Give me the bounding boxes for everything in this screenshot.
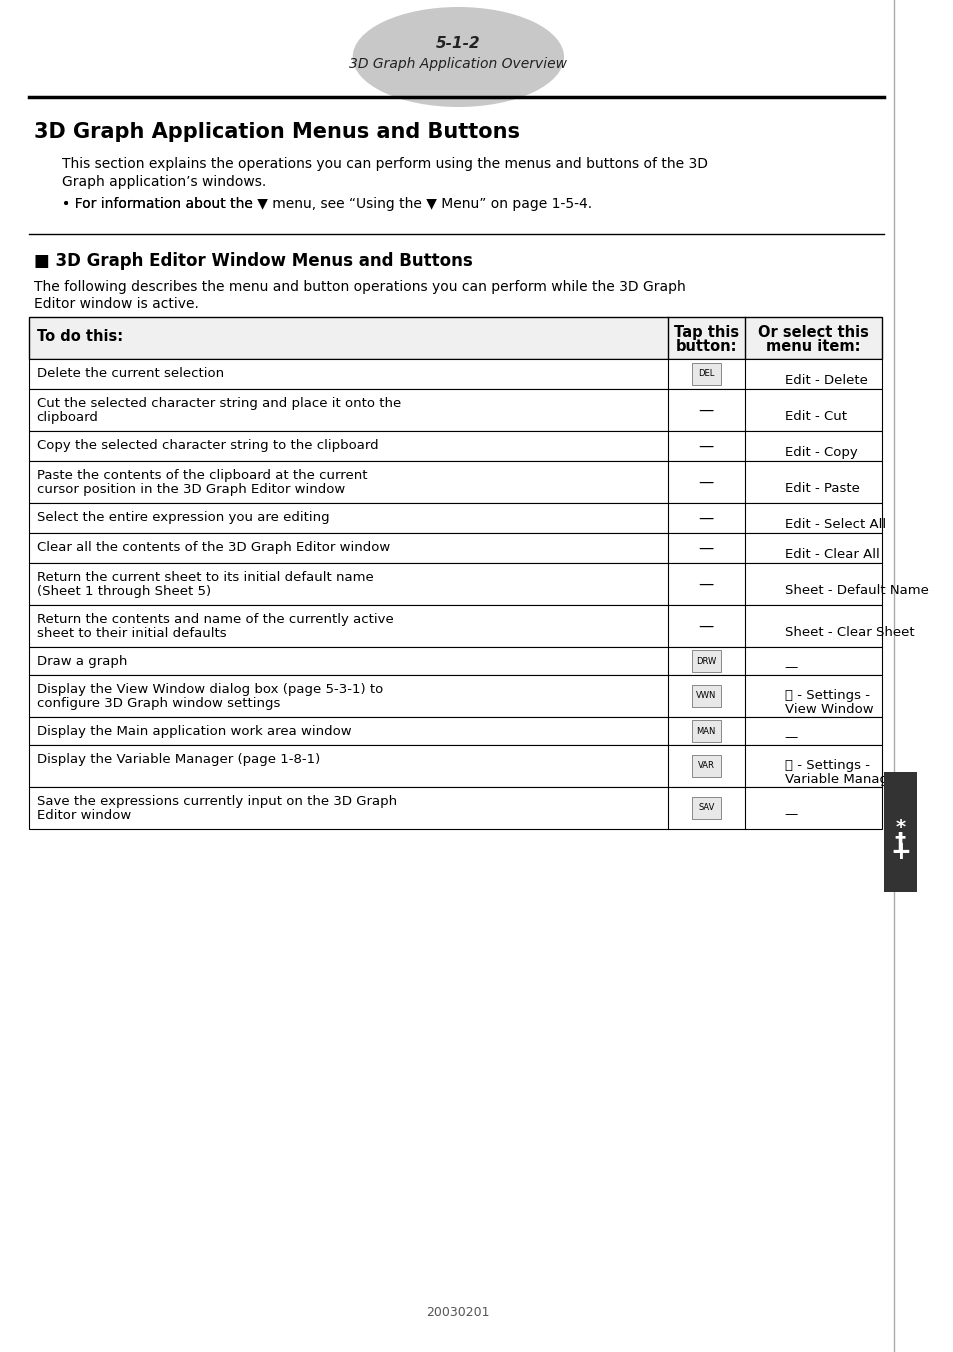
FancyBboxPatch shape [883, 772, 916, 892]
Text: +: + [889, 840, 910, 864]
Text: —: — [698, 511, 713, 526]
Text: Copy the selected character string to the clipboard: Copy the selected character string to th… [36, 439, 377, 452]
FancyBboxPatch shape [691, 362, 720, 385]
Text: Edit - Delete: Edit - Delete [783, 375, 866, 387]
Text: Editor window: Editor window [36, 808, 131, 822]
Text: clipboard: clipboard [36, 411, 98, 425]
Text: Tap this: Tap this [673, 324, 738, 339]
Text: sheet to their initial defaults: sheet to their initial defaults [36, 627, 226, 639]
Text: (Sheet 1 through Sheet 5): (Sheet 1 through Sheet 5) [36, 585, 211, 598]
Text: Edit - Paste: Edit - Paste [783, 483, 859, 495]
Text: cursor position in the 3D Graph Editor window: cursor position in the 3D Graph Editor w… [36, 483, 344, 496]
Text: —: — [783, 731, 797, 744]
Text: ⯁ - Settings -: ⯁ - Settings - [783, 690, 868, 702]
FancyBboxPatch shape [29, 389, 882, 431]
Text: Draw a graph: Draw a graph [36, 654, 127, 668]
FancyBboxPatch shape [29, 604, 882, 648]
FancyBboxPatch shape [29, 648, 882, 675]
Text: Variable Manager: Variable Manager [783, 773, 901, 786]
Text: 20030201: 20030201 [426, 1306, 490, 1318]
FancyBboxPatch shape [29, 461, 882, 503]
Text: DRW: DRW [696, 657, 716, 665]
FancyBboxPatch shape [29, 562, 882, 604]
Text: • For information about the ▼ menu, see “Using the ▼ Menu” on page 1-5-4.: • For information about the ▼ menu, see … [62, 197, 592, 211]
Text: Display the View Window dialog box (page 5-3-1) to: Display the View Window dialog box (page… [36, 683, 382, 696]
Text: VWN: VWN [696, 691, 716, 700]
FancyBboxPatch shape [691, 721, 720, 742]
Text: To do this:: To do this: [36, 329, 123, 343]
Text: Delete the current selection: Delete the current selection [36, 366, 223, 380]
Text: The following describes the menu and button operations you can perform while the: The following describes the menu and but… [33, 280, 684, 293]
Text: Paste the contents of the clipboard at the current: Paste the contents of the clipboard at t… [36, 469, 367, 483]
FancyBboxPatch shape [29, 431, 882, 461]
FancyBboxPatch shape [691, 650, 720, 672]
FancyBboxPatch shape [29, 787, 882, 829]
Text: ■ 3D Graph Editor Window Menus and Buttons: ■ 3D Graph Editor Window Menus and Butto… [33, 251, 472, 270]
Text: —: — [783, 808, 797, 821]
Text: Edit - Clear All: Edit - Clear All [783, 548, 879, 561]
FancyBboxPatch shape [29, 533, 882, 562]
Text: 3D Graph Application Overview: 3D Graph Application Overview [349, 57, 567, 72]
Text: Editor window is active.: Editor window is active. [33, 297, 198, 311]
Text: Or select this: Or select this [758, 324, 868, 339]
Text: —: — [698, 541, 713, 556]
Text: ⯁ - Settings -: ⯁ - Settings - [783, 758, 868, 772]
Text: MAN: MAN [696, 726, 715, 735]
FancyBboxPatch shape [691, 685, 720, 707]
Text: —: — [698, 475, 713, 489]
FancyBboxPatch shape [691, 754, 720, 777]
Text: 5-1-2: 5-1-2 [436, 37, 480, 51]
FancyBboxPatch shape [29, 745, 882, 787]
Text: Clear all the contents of the 3D Graph Editor window: Clear all the contents of the 3D Graph E… [36, 541, 390, 554]
Text: DEL: DEL [698, 369, 714, 379]
FancyBboxPatch shape [29, 360, 882, 389]
FancyBboxPatch shape [29, 717, 882, 745]
Text: *: * [894, 818, 904, 837]
Text: —: — [698, 576, 713, 592]
Text: Display the Variable Manager (page 1-8-1): Display the Variable Manager (page 1-8-1… [36, 753, 319, 767]
Text: VAR: VAR [697, 761, 714, 771]
Text: Display the Main application work area window: Display the Main application work area w… [36, 725, 351, 738]
Text: †: † [894, 831, 905, 852]
Text: —: — [698, 403, 713, 418]
Text: —: — [783, 661, 797, 675]
Text: Save the expressions currently input on the 3D Graph: Save the expressions currently input on … [36, 795, 396, 808]
FancyBboxPatch shape [29, 503, 882, 533]
Text: Edit - Select All: Edit - Select All [783, 518, 884, 531]
Text: Return the contents and name of the currently active: Return the contents and name of the curr… [36, 612, 393, 626]
Text: Sheet - Clear Sheet: Sheet - Clear Sheet [783, 626, 913, 639]
Text: View Window: View Window [783, 703, 872, 717]
Text: • For information about the: • For information about the [62, 197, 257, 211]
FancyBboxPatch shape [29, 316, 882, 360]
Text: 3D Graph Application Menus and Buttons: 3D Graph Application Menus and Buttons [33, 122, 519, 142]
Text: Edit - Cut: Edit - Cut [783, 410, 845, 423]
Text: configure 3D Graph window settings: configure 3D Graph window settings [36, 698, 279, 710]
Ellipse shape [353, 7, 563, 107]
Text: SAV: SAV [698, 803, 714, 813]
Text: Return the current sheet to its initial default name: Return the current sheet to its initial … [36, 571, 373, 584]
Text: Sheet - Default Name: Sheet - Default Name [783, 584, 927, 598]
Text: button:: button: [675, 339, 737, 354]
Text: menu item:: menu item: [765, 339, 860, 354]
Text: Edit - Copy: Edit - Copy [783, 446, 857, 458]
Text: Graph application’s windows.: Graph application’s windows. [62, 174, 267, 189]
FancyBboxPatch shape [29, 675, 882, 717]
FancyBboxPatch shape [691, 796, 720, 819]
Text: This section explains the operations you can perform using the menus and buttons: This section explains the operations you… [62, 157, 708, 170]
Text: —: — [698, 618, 713, 634]
Text: Cut the selected character string and place it onto the: Cut the selected character string and pl… [36, 397, 400, 410]
Text: Select the entire expression you are editing: Select the entire expression you are edi… [36, 511, 329, 525]
Text: —: — [698, 438, 713, 453]
